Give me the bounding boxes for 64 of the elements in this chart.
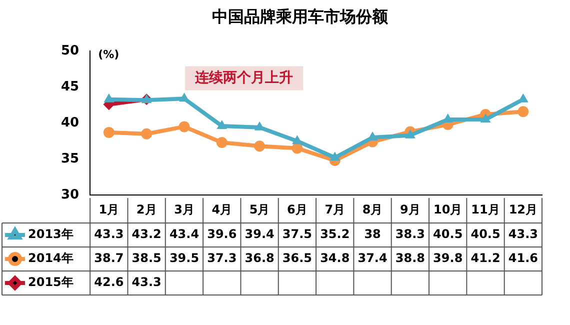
point xyxy=(330,152,340,161)
point xyxy=(518,106,529,118)
point xyxy=(405,130,416,138)
y-axis-title: (%) xyxy=(98,48,120,62)
data-label: 39.4 xyxy=(244,227,274,242)
data-label: 43.3 xyxy=(508,227,538,242)
x-tick-label: 10月 xyxy=(434,202,462,217)
x-tick-label: 12月 xyxy=(508,202,538,217)
point xyxy=(178,121,190,132)
data-label: 41.2 xyxy=(470,251,500,266)
y-tick-label: 30 xyxy=(60,187,80,202)
point xyxy=(141,128,152,140)
y-tick-label: 50 xyxy=(60,44,80,59)
data-label: 43.2 xyxy=(132,227,162,242)
data-label: 43.3 xyxy=(94,227,124,242)
data-label: 43.4 xyxy=(169,227,200,242)
x-tick-label: 9月 xyxy=(400,202,420,217)
legend-label: 2014年 xyxy=(28,251,74,266)
data-label: 39.5 xyxy=(169,251,200,266)
y-tick-label: 45 xyxy=(60,80,80,95)
x-tick-label: 6月 xyxy=(287,202,308,217)
x-tick-label: 11月 xyxy=(471,202,500,217)
x-tick-label: 5月 xyxy=(249,202,270,217)
data-label: 38 xyxy=(364,227,381,242)
point xyxy=(368,132,378,140)
chart-title: 中国品牌乘用车市场份额 xyxy=(212,6,389,26)
legend-label: 2015年 xyxy=(28,275,74,290)
point xyxy=(103,126,114,138)
data-label: 34.8 xyxy=(320,251,350,266)
point xyxy=(216,137,228,148)
data-label: 38.8 xyxy=(395,251,425,266)
data-label: 39.6 xyxy=(207,227,237,242)
x-tick-label: 4月 xyxy=(212,202,232,217)
point xyxy=(480,114,490,123)
y-tick-label: 35 xyxy=(60,151,80,166)
x-tick-label: 8月 xyxy=(362,202,383,217)
data-label: 38.5 xyxy=(132,251,162,266)
data-label: 37.4 xyxy=(358,251,388,266)
data-label: 38.7 xyxy=(94,251,124,266)
data-label: 38.3 xyxy=(395,227,425,242)
x-tick-label: 7月 xyxy=(324,202,346,217)
point xyxy=(217,120,227,129)
data-label: 37.5 xyxy=(282,227,312,242)
data-label: 41.6 xyxy=(508,251,538,266)
x-tick-label: 3月 xyxy=(174,202,194,217)
data-label: 39.8 xyxy=(433,251,463,266)
data-label: 40.5 xyxy=(433,227,463,242)
annotation: 连续两个月上升 xyxy=(194,68,294,86)
x-tick-label: 2月 xyxy=(136,202,157,217)
legend-label: 2013年 xyxy=(28,227,74,242)
data-label: 43.3 xyxy=(132,275,162,290)
data-label: 36.5 xyxy=(282,251,312,266)
point xyxy=(254,140,266,152)
point xyxy=(104,94,114,102)
point xyxy=(179,93,190,102)
data-label: 42.6 xyxy=(94,275,124,290)
data-label: 37.3 xyxy=(207,251,237,266)
point xyxy=(443,114,453,123)
point xyxy=(292,142,303,154)
y-tick-label: 40 xyxy=(60,115,80,130)
data-label: 40.5 xyxy=(470,227,500,242)
x-tick-label: 1月 xyxy=(98,202,120,217)
data-label: 36.8 xyxy=(244,251,274,266)
data-label: 35.2 xyxy=(320,227,350,242)
